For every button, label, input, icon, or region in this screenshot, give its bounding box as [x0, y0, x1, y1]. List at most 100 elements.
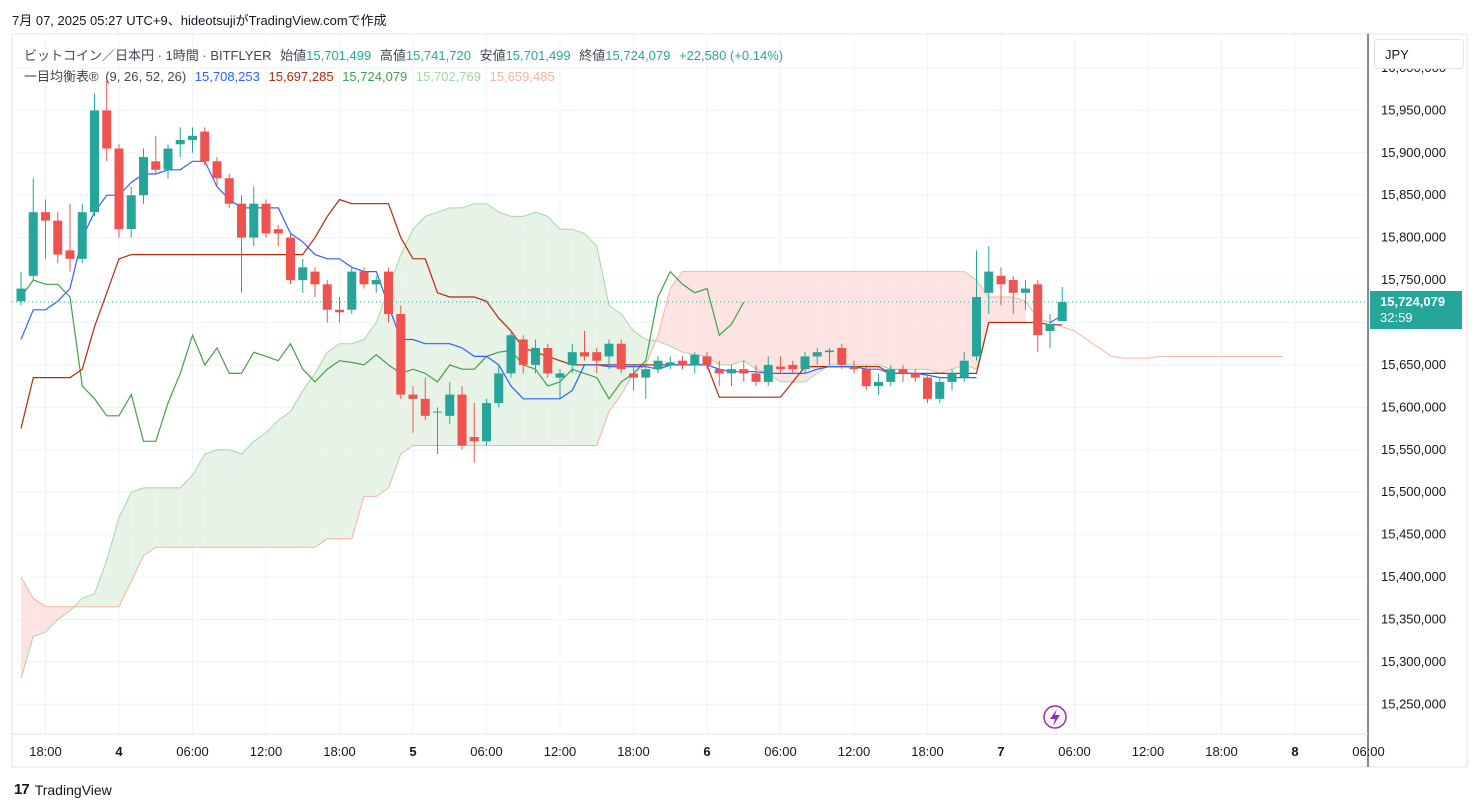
cloud-segment	[425, 212, 438, 446]
cloud-segment	[756, 271, 769, 374]
cloud-segment	[841, 271, 854, 365]
candle-down	[420, 377, 430, 421]
candle-up	[126, 186, 136, 238]
candle-body	[996, 275, 1006, 285]
candle-body	[788, 364, 798, 370]
candle-body	[776, 366, 785, 370]
candle-body	[641, 369, 651, 378]
cloud-segment	[658, 288, 671, 347]
cloud-segment	[878, 271, 891, 370]
chart-caption: 7月 07, 2025 05:27 UTC+9、hideotsujiがTradi…	[12, 13, 387, 28]
candle-body	[555, 373, 565, 378]
candle-down	[861, 364, 871, 391]
legend-close-label: 終値	[579, 48, 606, 63]
candle-body	[874, 381, 883, 387]
cloud-segment	[131, 487, 144, 582]
candle-down	[776, 356, 785, 374]
candle-body	[420, 398, 430, 416]
y-tick-label: 15,650,000	[1381, 357, 1446, 372]
lightning-icon[interactable]	[1043, 705, 1067, 729]
candle-up	[825, 347, 834, 365]
candle-body	[959, 360, 969, 378]
candle-body	[653, 360, 663, 370]
candle-down	[714, 360, 724, 387]
x-tick-label: 5	[409, 744, 416, 759]
candle-down	[273, 224, 283, 247]
candle-body	[347, 271, 357, 310]
candle-body	[543, 347, 553, 374]
cloud-segment	[315, 352, 328, 548]
candle-body	[53, 220, 63, 255]
candle-down	[310, 267, 320, 298]
span-b-line	[20, 271, 1283, 608]
candle-up	[77, 203, 87, 264]
cloud-segment	[719, 271, 732, 365]
candle-body	[188, 135, 197, 141]
x-tick-label: 4	[115, 744, 123, 759]
candle-body	[212, 161, 222, 179]
cloud-segment	[596, 246, 609, 446]
candle-body	[90, 110, 99, 213]
cloud-segment	[180, 475, 193, 548]
candle-body	[249, 203, 259, 238]
cloud-segment	[57, 606, 70, 620]
cloud-segment	[241, 441, 254, 548]
y-tick-label: 15,550,000	[1381, 442, 1446, 457]
candle-body	[65, 250, 75, 259]
candle-up	[935, 377, 945, 404]
candle-up	[1021, 280, 1030, 310]
candle-body	[151, 161, 161, 170]
candle-body	[567, 352, 577, 365]
candle-up	[28, 178, 38, 281]
cloud-segment	[351, 339, 364, 539]
candle-up	[175, 127, 185, 158]
grid-lines	[12, 34, 1369, 734]
cloud-segment	[204, 449, 217, 548]
time-axis[interactable]: 18:00 4 06:00 12:00 18:00 5 06:00 12:00 18:00 6 06…	[29, 744, 1385, 759]
candle-body	[396, 314, 406, 395]
cloud-segment	[547, 216, 560, 446]
cloud-segment	[817, 271, 830, 374]
price-axis[interactable]: 15,250,000 15,300,000 15,350,000 15,400,000…	[1381, 60, 1446, 711]
candle-up	[812, 347, 822, 365]
candle-down	[286, 233, 295, 285]
x-tick-label: 7	[997, 744, 1004, 759]
candle-down	[457, 386, 467, 450]
candle-up	[665, 356, 675, 370]
tradingview-logo[interactable]: 17 TradingView	[14, 781, 112, 798]
legend-low-label: 安値	[479, 48, 506, 63]
cloud-segment	[927, 271, 940, 374]
candle-body	[359, 271, 369, 285]
candle-body	[531, 347, 540, 365]
cloud-segment	[731, 271, 744, 365]
candle-body	[592, 352, 602, 361]
candle-body	[28, 212, 38, 276]
candle-body	[751, 373, 761, 382]
candle-body	[739, 369, 749, 374]
candle-body	[457, 394, 467, 446]
candle-body	[286, 237, 295, 281]
candle-up	[886, 364, 896, 387]
cloud-segment	[866, 271, 879, 365]
ichimoku-label[interactable]: 一目均衡表®	[24, 69, 99, 84]
legend-symbol[interactable]: ビットコイン／日本円 · 1時間 · BITFLYER	[24, 48, 272, 63]
candle-body	[702, 356, 712, 365]
cloud-segment	[106, 517, 119, 607]
candle-body	[139, 157, 148, 196]
candle-down	[898, 364, 908, 382]
candle-up	[494, 364, 504, 408]
cloud-segment	[707, 271, 720, 365]
currency-button[interactable]: JPY	[1374, 39, 1464, 69]
cloud-segment	[253, 432, 266, 548]
candle-body	[812, 352, 822, 357]
legend-open-value: 15,701,499	[306, 48, 372, 63]
cloud-segment	[682, 271, 695, 355]
candle-down	[751, 364, 761, 387]
cloud-segment	[768, 271, 781, 382]
chart-legend: ビットコイン／日本円 · 1時間 · BITFLYER 始値15,701,499…	[24, 45, 788, 87]
candle-down	[53, 212, 63, 264]
x-tick-label: 18:00	[29, 744, 62, 759]
candle-body	[690, 354, 700, 365]
candle-body	[261, 203, 271, 234]
